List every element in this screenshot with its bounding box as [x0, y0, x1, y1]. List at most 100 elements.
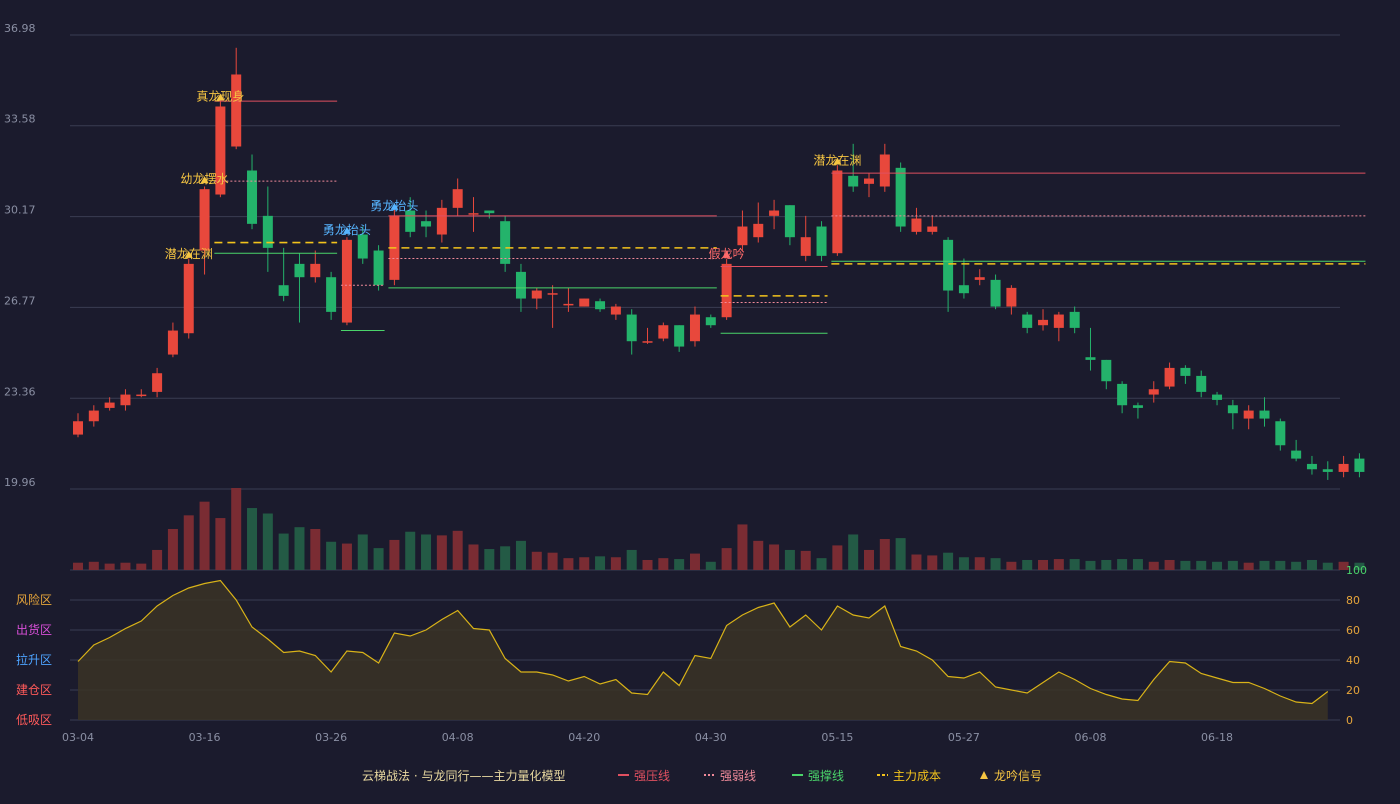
volume-bar	[705, 561, 716, 570]
candle-body	[199, 189, 210, 251]
candle-body	[262, 215, 273, 248]
volume-bar	[1132, 559, 1143, 570]
volume-bar	[563, 558, 574, 570]
legend: 云梯战法 · 与龙同行——主力量化模型 强压线 强弱线 强撑线 主力成本 龙吟信号	[362, 768, 1042, 783]
candle-body	[1291, 450, 1302, 459]
legend-triangle-icon	[980, 771, 988, 779]
volume-bar	[864, 549, 874, 570]
volume-bar	[911, 554, 922, 570]
candle-body	[1085, 357, 1096, 360]
volume-bar	[1354, 562, 1365, 570]
candle-body	[895, 167, 906, 227]
signal-triangle-icon	[200, 176, 209, 184]
candle-body	[1006, 287, 1017, 307]
volume-bar	[879, 539, 890, 570]
oscillator-tick-label: 60	[1346, 624, 1360, 637]
candle-body	[136, 394, 147, 397]
candle-body	[721, 263, 732, 318]
volume-bar	[88, 561, 99, 570]
volume-bar	[262, 513, 273, 570]
signal-label: 勇龙抬头	[370, 199, 418, 213]
candle-body	[990, 279, 1001, 307]
volume-bar	[357, 534, 368, 570]
signal-triangle-icon	[722, 250, 731, 258]
candle-body	[626, 314, 637, 342]
volume-bar	[1022, 559, 1033, 570]
candle-body	[1053, 314, 1064, 328]
volume-bar	[294, 527, 305, 570]
candle-layer	[73, 47, 1365, 480]
date-tick-label: 05-15	[821, 731, 853, 744]
candle-body	[1069, 311, 1080, 328]
volume-bar	[373, 548, 384, 570]
volume-bar	[1196, 560, 1207, 570]
candle-body	[1354, 458, 1365, 472]
volume-bar	[152, 549, 163, 570]
volume-bar	[595, 556, 606, 570]
price-tick-label: 36.98	[4, 22, 36, 35]
candle-body	[1180, 367, 1191, 376]
volume-bar	[816, 558, 827, 570]
candle-body	[167, 330, 178, 355]
candle-body	[247, 170, 258, 224]
date-tick-label: 06-08	[1074, 731, 1106, 744]
volume-bar	[753, 540, 764, 570]
candle-body	[911, 218, 922, 232]
oscillator-tick-label: 100	[1346, 564, 1367, 577]
candle-body	[974, 277, 985, 280]
candle-body	[421, 221, 432, 227]
candle-body	[1117, 383, 1128, 406]
oscillator-tick-label: 40	[1346, 654, 1360, 667]
legend-title: 云梯战法 · 与龙同行——主力量化模型	[362, 769, 565, 783]
volume-bar	[547, 552, 558, 570]
volume-bar	[737, 524, 748, 570]
candle-body	[689, 314, 700, 342]
candle-body	[816, 226, 827, 256]
signal-triangle-icon	[833, 157, 842, 165]
volume-bar	[199, 501, 210, 570]
date-tick-label: 04-30	[695, 731, 727, 744]
candle-body	[357, 234, 368, 259]
candle-body	[1132, 405, 1143, 408]
axis-layer: 36.98 33.58 30.17 26.77 23.36 19.96 100 80 60 40 2…	[4, 22, 1367, 744]
volume-bar	[927, 555, 938, 570]
volume-bar	[326, 541, 337, 570]
candle-body	[784, 205, 795, 238]
candle-body	[531, 290, 542, 299]
oscillator-area	[78, 580, 1328, 720]
candle-body	[231, 74, 242, 147]
volume-bar	[310, 529, 321, 570]
volume-bar	[721, 548, 732, 570]
candle-body	[1259, 410, 1270, 419]
volume-bar	[1306, 559, 1317, 570]
price-tick-label: 19.96	[4, 476, 36, 489]
date-tick-label: 04-08	[442, 731, 474, 744]
volume-bar	[136, 563, 147, 570]
volume-bar	[247, 508, 258, 570]
legend-item-label: 强压线	[634, 769, 670, 783]
oscillator-line	[77, 579, 1329, 705]
candle-body	[1338, 463, 1349, 472]
volume-bar	[832, 545, 843, 570]
volume-bar	[689, 553, 700, 570]
volume-bar	[421, 534, 432, 570]
candle-body	[1227, 405, 1238, 414]
candle-body	[436, 207, 447, 235]
candle-body	[1322, 469, 1333, 472]
candle-body	[610, 306, 621, 315]
candle-body	[310, 263, 321, 278]
volume-bar	[610, 557, 621, 570]
volume-bar	[943, 552, 954, 570]
legend-item-label: 强撑线	[808, 768, 844, 783]
candle-body	[73, 421, 83, 435]
volume-bar	[1085, 560, 1096, 570]
date-tick-label: 03-16	[189, 731, 221, 744]
volume-bar	[183, 515, 194, 570]
candle-body	[753, 223, 764, 238]
volume-bar	[500, 546, 511, 570]
candle-body	[1038, 319, 1049, 326]
volume-bar	[1243, 562, 1254, 570]
candle-body	[595, 301, 606, 310]
volume-bar	[1101, 559, 1112, 570]
